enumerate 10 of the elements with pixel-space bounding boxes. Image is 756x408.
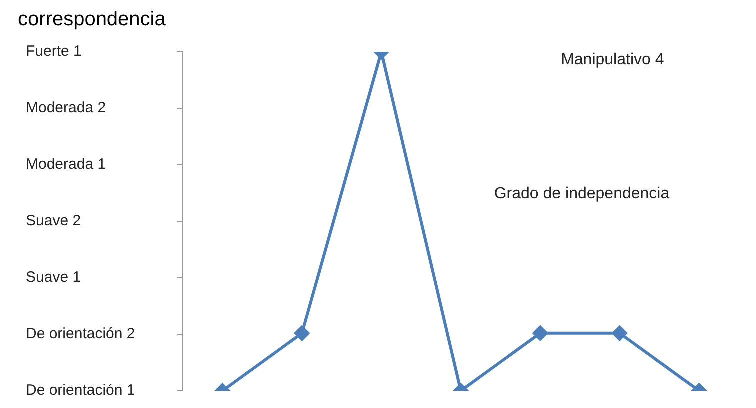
text: Moderada 2 <box>26 100 106 117</box>
text: De orientación 2 <box>26 326 136 343</box>
text: Fuerte 1 <box>26 43 82 60</box>
text: Suave 1 <box>26 269 82 286</box>
annotation: Grado de independencia <box>494 185 670 202</box>
chart-title: correspondencia <box>18 8 167 31</box>
text: Moderada 1 <box>26 156 106 174</box>
text: Suave 2 <box>26 212 82 230</box>
text: De orientación 1 <box>26 382 136 400</box>
annotation: Manipulativo 4 <box>561 51 664 68</box>
